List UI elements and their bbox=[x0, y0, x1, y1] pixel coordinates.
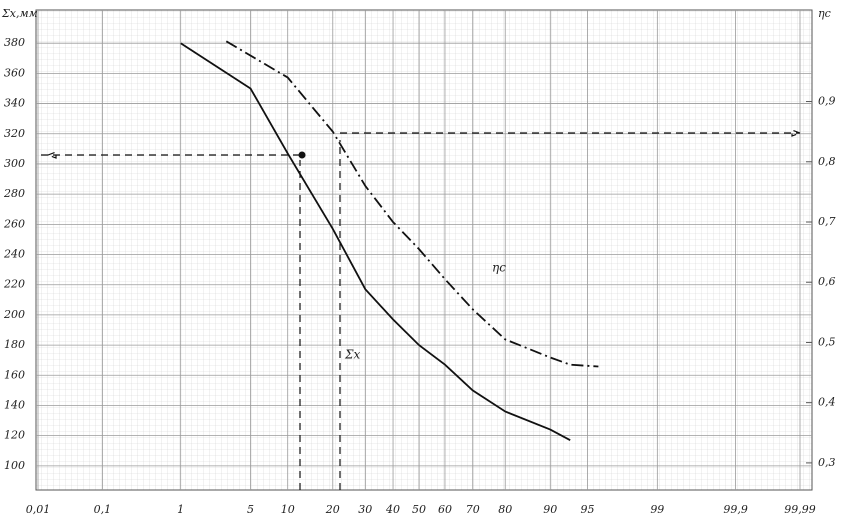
x-tick-label: 90 bbox=[543, 503, 557, 516]
guide-lines bbox=[40, 129, 802, 490]
y-tick-label: 220 bbox=[3, 278, 25, 291]
x-tick-label: 30 bbox=[358, 503, 372, 516]
y-tick-label: 280 bbox=[3, 187, 25, 200]
x-tick-label: 95 bbox=[581, 503, 595, 516]
y-tick-label: 180 bbox=[4, 338, 25, 351]
x-tick-label: 99,9 bbox=[723, 503, 748, 516]
x-tick-label: 20 bbox=[325, 503, 340, 516]
x-tick-label: 99 bbox=[650, 503, 664, 516]
series-line bbox=[180, 42, 571, 441]
x-tick-label: 70 bbox=[466, 503, 480, 516]
x-tick-label: 0,01 bbox=[26, 503, 51, 516]
y-tick-label: 360 bbox=[4, 66, 25, 79]
x-tick-label: 99,99 bbox=[784, 503, 816, 516]
y-axis-label: Σx,мм bbox=[1, 7, 38, 20]
y-tick-label: 200 bbox=[3, 308, 25, 321]
guide-arrow bbox=[40, 151, 300, 159]
y-tick-label: 380 bbox=[4, 36, 25, 49]
x-tick-label: 1 bbox=[177, 503, 184, 516]
curve-label: Σx bbox=[344, 348, 360, 362]
y2-tick-label: 0,3 bbox=[818, 456, 836, 469]
y-tick-label: 320 bbox=[4, 127, 25, 140]
y-tick-label: 240 bbox=[3, 248, 25, 261]
guide-arrow bbox=[340, 129, 802, 137]
y-tick-label: 120 bbox=[4, 429, 25, 442]
curve-label: ηс bbox=[492, 261, 506, 275]
y-tick-label: 300 bbox=[4, 157, 25, 170]
x-tick-label: 50 bbox=[412, 503, 426, 516]
x-tick-label: 80 bbox=[498, 503, 512, 516]
x-tick-label: 5 bbox=[247, 503, 254, 516]
y-tick-label: 260 bbox=[3, 217, 25, 230]
y-tick-label: 140 bbox=[4, 398, 25, 411]
y2-tick-label: 0,6 bbox=[818, 275, 836, 288]
y2-axis-label: ηс bbox=[818, 7, 831, 20]
y2-tick-label: 0,4 bbox=[818, 396, 836, 409]
y2-tick-label: 0,7 bbox=[818, 215, 836, 228]
y-tick-label: 340 bbox=[4, 97, 25, 110]
x-tick-label: 40 bbox=[385, 503, 400, 516]
y2-tick-label: 0,5 bbox=[818, 335, 836, 348]
y2-tick-label: 0,9 bbox=[818, 95, 836, 108]
y-tick-label: 160 bbox=[4, 368, 25, 381]
x-tick-label: 0,1 bbox=[94, 503, 112, 516]
series-line bbox=[225, 40, 599, 368]
x-tick-label: 10 bbox=[281, 503, 295, 516]
y2-tick-label: 0,8 bbox=[818, 155, 836, 168]
plot-area bbox=[35, 9, 813, 491]
guide-point bbox=[298, 151, 306, 159]
x-tick-label: 60 bbox=[438, 503, 452, 516]
y-tick-label: 100 bbox=[4, 459, 25, 472]
